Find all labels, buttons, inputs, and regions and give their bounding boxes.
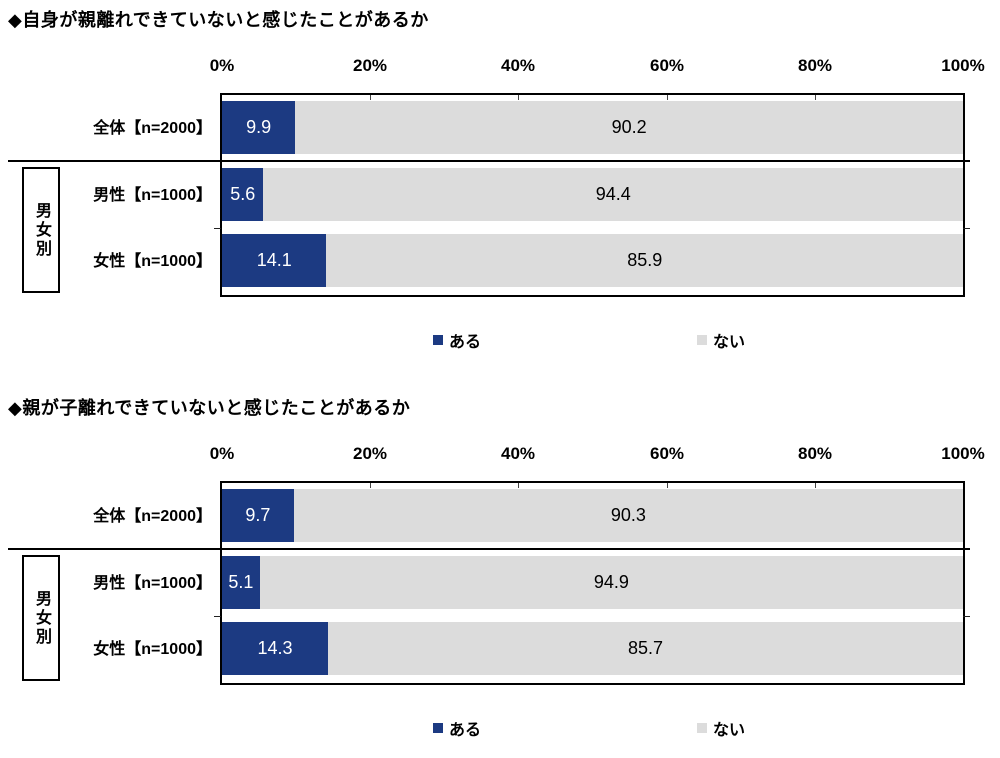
axis-top-tick [815, 483, 816, 488]
row-label: 女性【n=1000】 [93, 253, 212, 270]
chart-title: ◆自身が親離れできていないと感じたことがあるか [8, 10, 429, 30]
axis-top-tick [518, 95, 519, 100]
row-label: 男性【n=1000】 [93, 187, 212, 204]
bar-row: 5.6 94.4 [222, 168, 963, 221]
legend-label: ない [713, 334, 746, 351]
chart-title: ◆親が子離れできていないと感じたことがあるか [8, 398, 411, 418]
plot-area: 9.9 90.2 5.6 94.4 14.1 85.9 [220, 93, 965, 297]
bar-value-nai: 94.9 [593, 572, 629, 592]
bar-value-aru: 5.1 [228, 572, 254, 592]
legend-marker-icon [697, 723, 707, 733]
legend-label: ない [713, 722, 746, 739]
axis-edge-tick [214, 228, 221, 229]
axis-top-tick [370, 483, 371, 488]
axis-edge-tick [963, 616, 970, 617]
bar-value-aru: 14.3 [257, 638, 293, 658]
bar-segment-aru: 5.1 [222, 556, 260, 609]
bar-row: 5.1 94.9 [222, 556, 963, 609]
x-axis-tick-label: 20% [352, 444, 388, 463]
bar-segment-nai: 94.4 [263, 168, 963, 221]
gender-group-box: 男女別 [22, 167, 60, 293]
row-divider-line [8, 548, 970, 550]
bar-segment-nai: 90.3 [293, 489, 963, 542]
axis-top-tick [667, 483, 668, 488]
bar-segment-nai: 90.2 [295, 101, 963, 154]
x-axis-tick-label: 100% [941, 444, 985, 463]
axis-top-tick [518, 483, 519, 488]
x-axis-tick-label: 0% [209, 444, 235, 463]
legend-item: ある [433, 716, 481, 740]
bar-row: 9.7 90.3 [222, 489, 963, 542]
axis-top-tick [667, 95, 668, 100]
x-axis-tick-label: 20% [352, 56, 388, 75]
x-axis-tick-label: 60% [649, 444, 685, 463]
axis-edge-tick [214, 616, 221, 617]
row-label: 女性【n=1000】 [93, 641, 212, 658]
bar-row: 9.9 90.2 [222, 101, 963, 154]
axis-edge-tick [963, 228, 970, 229]
bar-segment-nai: 94.9 [259, 556, 963, 609]
x-axis-tick-label: 40% [500, 444, 536, 463]
chart-block-kobanare: ◆親が子離れできていないと感じたことがあるか 0% 20% 40% 60% 80% 100… [0, 388, 1000, 758]
bar-segment-aru: 9.7 [222, 489, 294, 542]
legend-item: ない [697, 716, 745, 740]
legend-marker-icon [433, 335, 443, 345]
legend-item: ある [433, 328, 481, 352]
bar-row: 14.1 85.9 [222, 234, 963, 287]
bar-value-aru: 9.7 [245, 505, 271, 525]
x-axis-tick-label: 100% [941, 56, 985, 75]
chart-block-oyabanare: ◆自身が親離れできていないと感じたことがあるか 0% 20% 40% 60% 80% 10… [0, 0, 1000, 370]
gender-group-label: 男女別 [33, 201, 50, 259]
plot-area: 9.7 90.3 5.1 94.9 14.3 85.7 [220, 481, 965, 685]
gender-group-label: 男女別 [33, 589, 50, 647]
x-axis-tick-label: 60% [649, 56, 685, 75]
legend-label: ある [449, 722, 482, 739]
gender-group-box: 男女別 [22, 555, 60, 681]
bar-segment-aru: 14.3 [222, 622, 328, 675]
bar-value-nai: 90.3 [610, 505, 646, 525]
row-label: 全体【n=2000】 [93, 120, 212, 137]
x-axis-tick-label: 80% [797, 56, 833, 75]
x-axis-tick-label: 0% [209, 56, 235, 75]
x-axis-tick-label: 80% [797, 444, 833, 463]
legend: ある ない [0, 328, 1000, 352]
bar-value-nai: 94.4 [595, 184, 631, 204]
x-axis-labels: 0% 20% 40% 60% 80% 100% [0, 444, 1000, 470]
axis-top-tick [815, 95, 816, 100]
bar-value-nai: 85.9 [627, 250, 663, 270]
bar-segment-aru: 14.1 [222, 234, 327, 287]
row-divider-line [8, 160, 970, 162]
legend-marker-icon [433, 723, 443, 733]
bar-value-nai: 85.7 [627, 638, 663, 658]
bar-row: 14.3 85.7 [222, 622, 963, 675]
legend-label: ある [449, 334, 482, 351]
bar-segment-nai: 85.9 [326, 234, 963, 287]
legend-marker-icon [697, 335, 707, 345]
bar-value-aru: 5.6 [230, 184, 256, 204]
bar-value-nai: 90.2 [611, 117, 647, 137]
x-axis-labels: 0% 20% 40% 60% 80% 100% [0, 56, 1000, 82]
bar-segment-aru: 5.6 [222, 168, 264, 221]
bar-segment-aru: 9.9 [222, 101, 296, 154]
bar-segment-nai: 85.7 [327, 622, 963, 675]
legend-item: ない [697, 328, 745, 352]
bar-value-aru: 14.1 [256, 250, 292, 270]
x-axis-tick-label: 40% [500, 56, 536, 75]
legend: ある ない [0, 716, 1000, 740]
bar-value-aru: 9.9 [246, 117, 272, 137]
row-label: 男性【n=1000】 [93, 575, 212, 592]
row-label: 全体【n=2000】 [93, 508, 212, 525]
axis-top-tick [370, 95, 371, 100]
